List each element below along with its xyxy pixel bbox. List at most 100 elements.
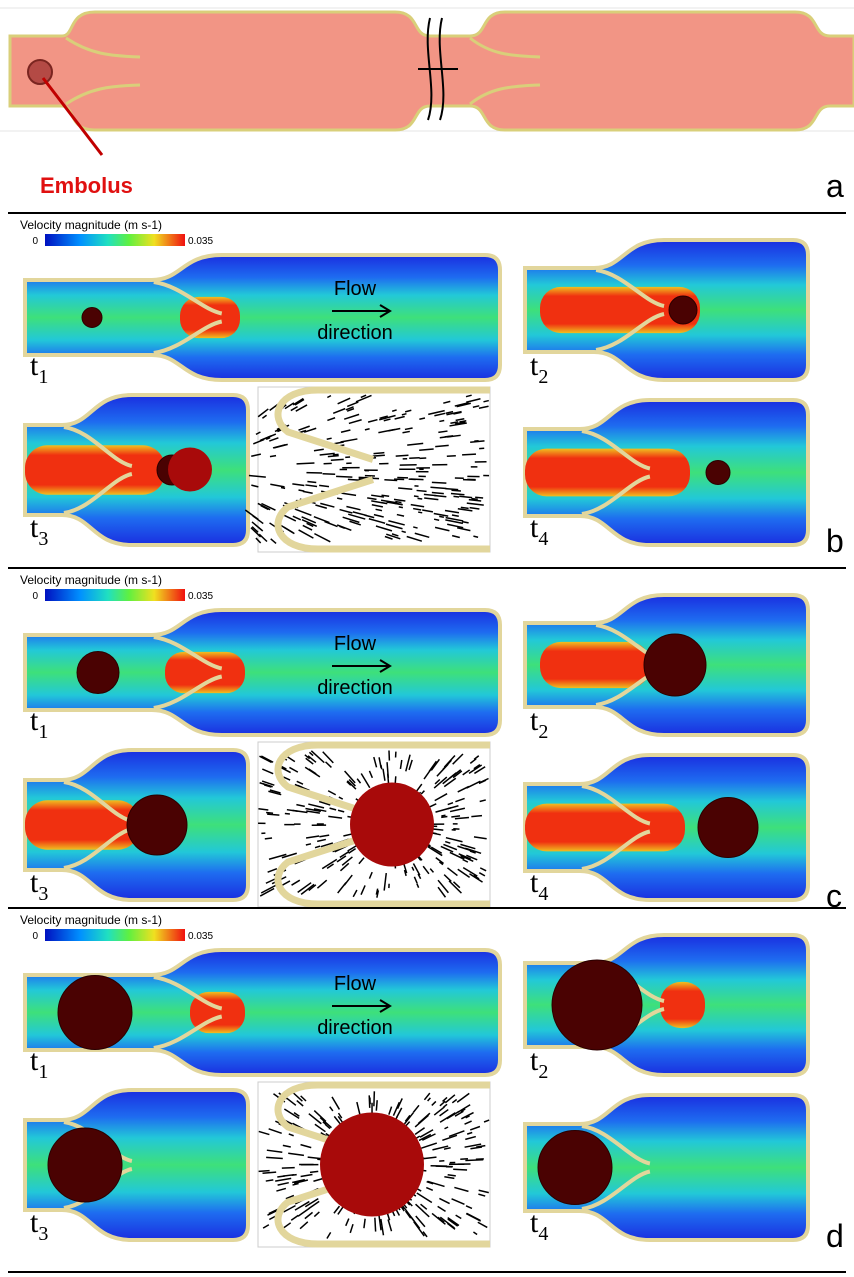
velocity-vector: [395, 502, 401, 503]
colorbar-min: 0: [32, 591, 38, 602]
velocity-vector: [285, 813, 290, 814]
velocity-vector: [417, 490, 427, 491]
velocity-vector: [465, 1160, 483, 1161]
colorbar-title: Velocity magnitude (m s-1): [20, 218, 162, 232]
velocity-vector: [327, 438, 332, 439]
embolus: [58, 976, 132, 1050]
velocity-jet: [180, 297, 240, 338]
time-label-sub: 1: [38, 721, 48, 743]
embolus: [127, 795, 187, 855]
time-label-sub: 2: [538, 1061, 548, 1083]
flow-label: Flow: [334, 973, 377, 995]
velocity-vector: [453, 496, 459, 497]
time-label-sub: 2: [538, 366, 548, 388]
time-label-sub: 1: [38, 366, 48, 388]
velocity-vector: [381, 495, 389, 496]
velocity-vector: [307, 482, 316, 483]
panel-label: a: [826, 168, 844, 204]
velocity-vector: [297, 463, 315, 464]
panel-label: b: [826, 523, 844, 559]
velocity-vector: [471, 499, 477, 500]
velocity-vector: [441, 815, 445, 816]
velocity-vector: [445, 489, 458, 490]
colorbar: [45, 929, 185, 941]
colorbar-title: Velocity magnitude (m s-1): [20, 913, 162, 927]
velocity-jet: [25, 445, 165, 495]
velocity-vector: [475, 497, 483, 498]
velocity-vector: [375, 1218, 376, 1232]
time-label-sub: 3: [38, 883, 48, 905]
embolus: [552, 960, 642, 1050]
velocity-vector: [376, 1100, 377, 1111]
embolus: [706, 461, 730, 485]
velocity-jet: [25, 800, 140, 850]
embolus: [168, 448, 212, 492]
vessel: [10, 12, 854, 130]
colorbar-title: Velocity magnitude (m s-1): [20, 573, 162, 587]
panel: Velocity magnitude (m s-1)00.035Flowdire…: [8, 568, 846, 914]
embolus: [320, 1113, 424, 1217]
time-label-sub: 3: [38, 1223, 48, 1245]
velocity-vector: [310, 1171, 318, 1172]
velocity-vector: [348, 479, 361, 480]
embolus: [350, 783, 434, 867]
velocity-vector: [451, 490, 460, 491]
velocity-jet: [165, 652, 245, 693]
velocity-vector: [373, 455, 385, 456]
flow-label: direction: [317, 1017, 393, 1039]
velocity-vector: [432, 482, 446, 483]
embolus: [77, 652, 119, 694]
time-label-sub: 4: [538, 1223, 548, 1245]
colorbar-min: 0: [32, 931, 38, 942]
panel: Velocity magnitude (m s-1) 0 0.035 Flow dire…: [8, 908, 846, 1254]
flow-label: Flow: [334, 278, 377, 300]
embolus: [82, 308, 102, 328]
velocity-vector: [277, 1176, 284, 1177]
embolus: [669, 296, 697, 324]
velocity-vector: [281, 488, 285, 489]
velocity-jet: [525, 804, 685, 852]
velocity-vector: [251, 485, 258, 487]
flow-label: direction: [317, 677, 393, 699]
velocity-vector: [439, 421, 444, 422]
time-label-sub: 2: [538, 721, 548, 743]
embolus: [698, 798, 758, 858]
velocity-vector: [265, 838, 272, 839]
time-label-sub: 4: [538, 528, 548, 550]
velocity-vector: [434, 519, 439, 520]
time-label-sub: 3: [38, 528, 48, 550]
velocity-vector: [337, 498, 342, 499]
velocity-vector: [439, 516, 444, 517]
velocity-vector: [331, 459, 344, 460]
embolus: [28, 60, 52, 84]
time-label: t2: [530, 349, 548, 388]
velocity-vector: [409, 458, 419, 459]
velocity-vector: [336, 476, 352, 477]
velocity-jet: [660, 982, 705, 1028]
velocity-vector: [418, 498, 423, 499]
flow-label: Flow: [334, 633, 377, 655]
velocity-vector: [473, 536, 478, 537]
panel-label: d: [826, 1218, 844, 1254]
velocity-vector: [266, 813, 273, 814]
colorbar-max: 0.035: [188, 236, 213, 247]
velocity-vector: [414, 496, 419, 497]
velocity-vector: [267, 814, 279, 815]
embolus-label: Embolus: [40, 173, 133, 198]
embolus: [48, 1128, 122, 1202]
velocity-vector: [418, 512, 422, 513]
colorbar-max: 0.035: [188, 931, 213, 942]
velocity-vector: [471, 816, 482, 817]
velocity-vector: [259, 1171, 270, 1172]
embolus: [538, 1131, 612, 1205]
flow-label: direction: [317, 322, 393, 344]
time-label: t2: [530, 1044, 548, 1083]
velocity-vector: [328, 456, 339, 457]
colorbar: [45, 234, 185, 246]
colorbar: [45, 589, 185, 601]
colorbar-min: 0: [32, 236, 38, 247]
figure: Embolus a Velocity magnitude (m s-1) 0 0.0…: [0, 0, 854, 1277]
panel-a: Embolus a: [0, 8, 854, 204]
embolus: [644, 634, 706, 696]
time-label-sub: 1: [38, 1061, 48, 1083]
